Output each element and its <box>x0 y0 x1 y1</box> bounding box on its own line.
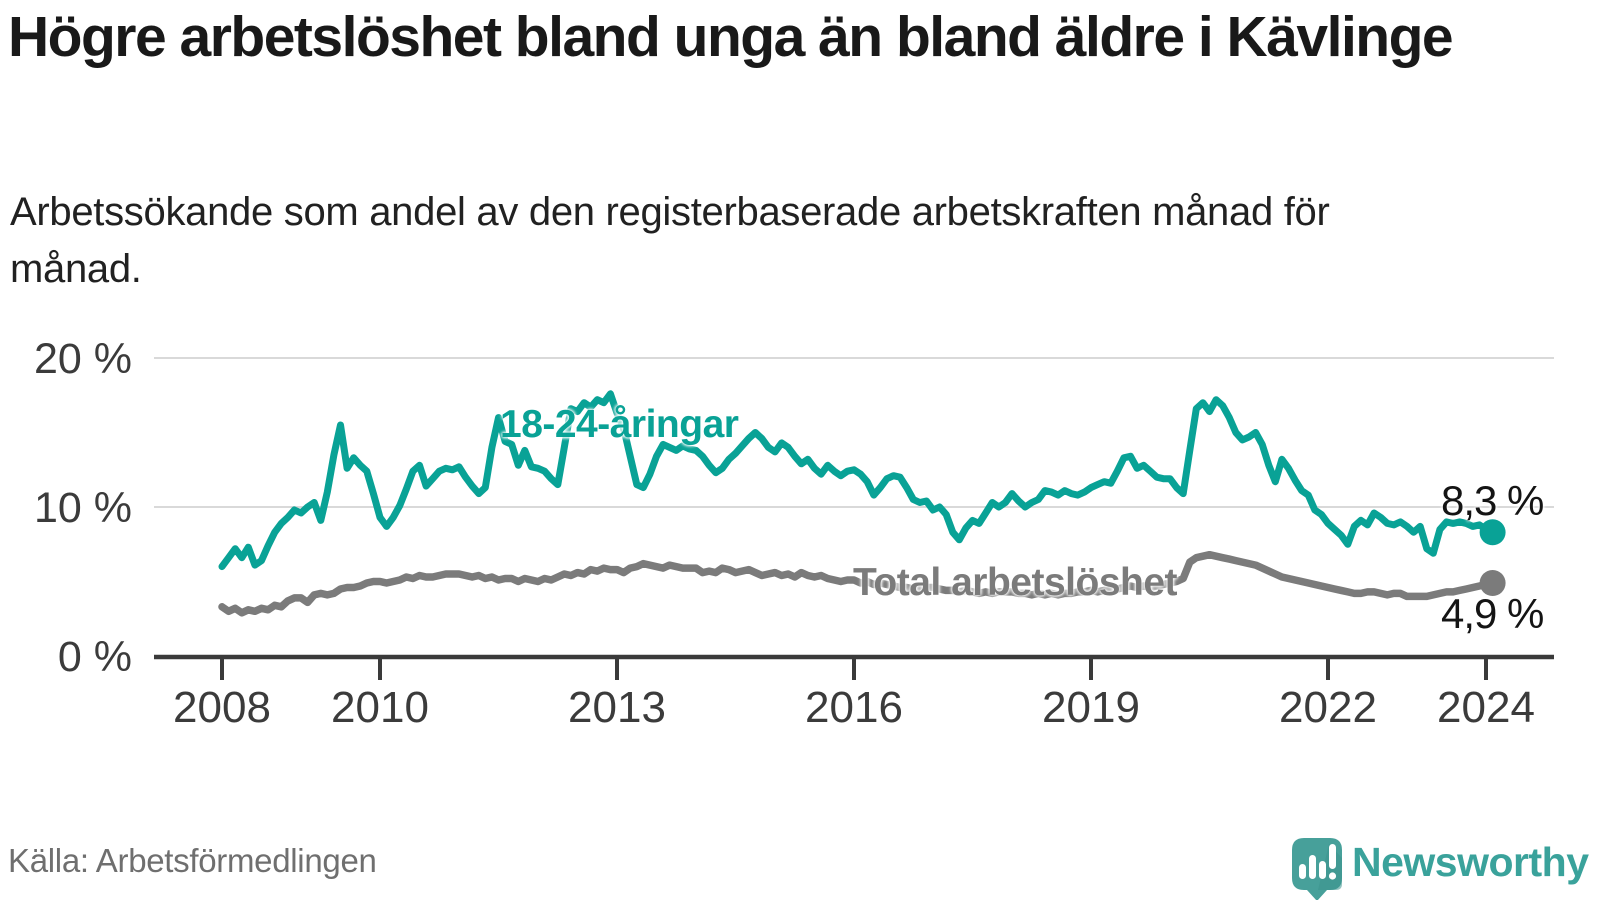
end-value-total: 4,9 % <box>1441 590 1544 637</box>
youth-end-dot <box>1479 519 1506 546</box>
x-axis-tick-label: 2013 <box>568 683 666 732</box>
y-axis-tick-label: 0 % <box>58 633 132 681</box>
chart-title: Högre arbetslöshet bland unga än bland ä… <box>8 5 1454 69</box>
source-note: Källa: Arbetsförmedlingen <box>8 842 377 879</box>
brand-name: Newsworthy <box>1352 839 1589 885</box>
y-axis-tick-label: 10 % <box>34 484 132 532</box>
series-label-total: Total arbetslöshet <box>853 561 1178 604</box>
x-axis-tick-label: 2024 <box>1437 683 1535 732</box>
x-axis-tick-label: 2022 <box>1279 683 1377 732</box>
chart-subtitle: Arbetssökande som andel av den registerb… <box>10 190 1330 291</box>
y-axis-tick-label: 20 % <box>34 335 132 383</box>
x-axis-tick-label: 2016 <box>805 683 903 732</box>
total-line <box>218 550 1497 617</box>
x-axis-tick-label: 2019 <box>1042 683 1140 732</box>
x-axis-tick-label: 2010 <box>331 683 429 732</box>
youth-line <box>218 390 1497 571</box>
end-value-youth: 8,3 % <box>1441 477 1544 524</box>
x-axis-tick-label: 2008 <box>173 683 271 732</box>
series-label-youth: 18-24-åringar <box>500 403 739 446</box>
total-end-dot <box>1479 570 1506 596</box>
